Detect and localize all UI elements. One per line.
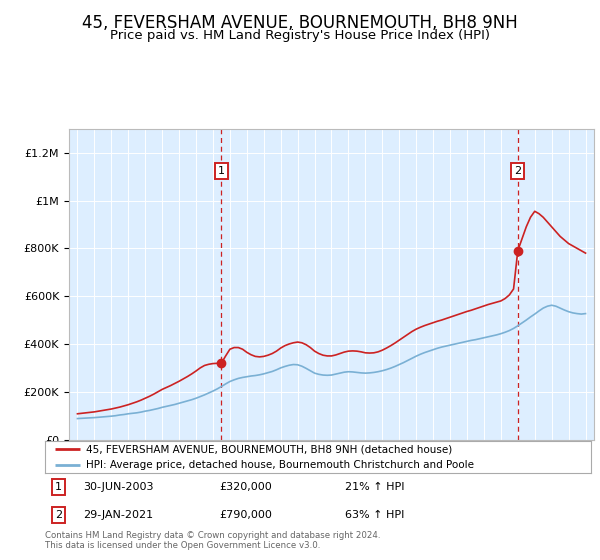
Text: 2: 2 bbox=[55, 510, 62, 520]
Text: 2: 2 bbox=[514, 166, 521, 176]
Text: Contains HM Land Registry data © Crown copyright and database right 2024.
This d: Contains HM Land Registry data © Crown c… bbox=[45, 531, 380, 550]
Text: HPI: Average price, detached house, Bournemouth Christchurch and Poole: HPI: Average price, detached house, Bour… bbox=[86, 460, 474, 470]
Text: 30-JUN-2003: 30-JUN-2003 bbox=[83, 482, 154, 492]
Text: 63% ↑ HPI: 63% ↑ HPI bbox=[346, 510, 404, 520]
Text: 45, FEVERSHAM AVENUE, BOURNEMOUTH, BH8 9NH: 45, FEVERSHAM AVENUE, BOURNEMOUTH, BH8 9… bbox=[82, 14, 518, 32]
Text: Price paid vs. HM Land Registry's House Price Index (HPI): Price paid vs. HM Land Registry's House … bbox=[110, 29, 490, 42]
Text: 29-JAN-2021: 29-JAN-2021 bbox=[83, 510, 154, 520]
Text: 21% ↑ HPI: 21% ↑ HPI bbox=[346, 482, 405, 492]
Text: £320,000: £320,000 bbox=[220, 482, 272, 492]
Text: £790,000: £790,000 bbox=[220, 510, 272, 520]
Text: 45, FEVERSHAM AVENUE, BOURNEMOUTH, BH8 9NH (detached house): 45, FEVERSHAM AVENUE, BOURNEMOUTH, BH8 9… bbox=[86, 444, 452, 454]
Text: 1: 1 bbox=[218, 166, 225, 176]
Text: 1: 1 bbox=[55, 482, 62, 492]
